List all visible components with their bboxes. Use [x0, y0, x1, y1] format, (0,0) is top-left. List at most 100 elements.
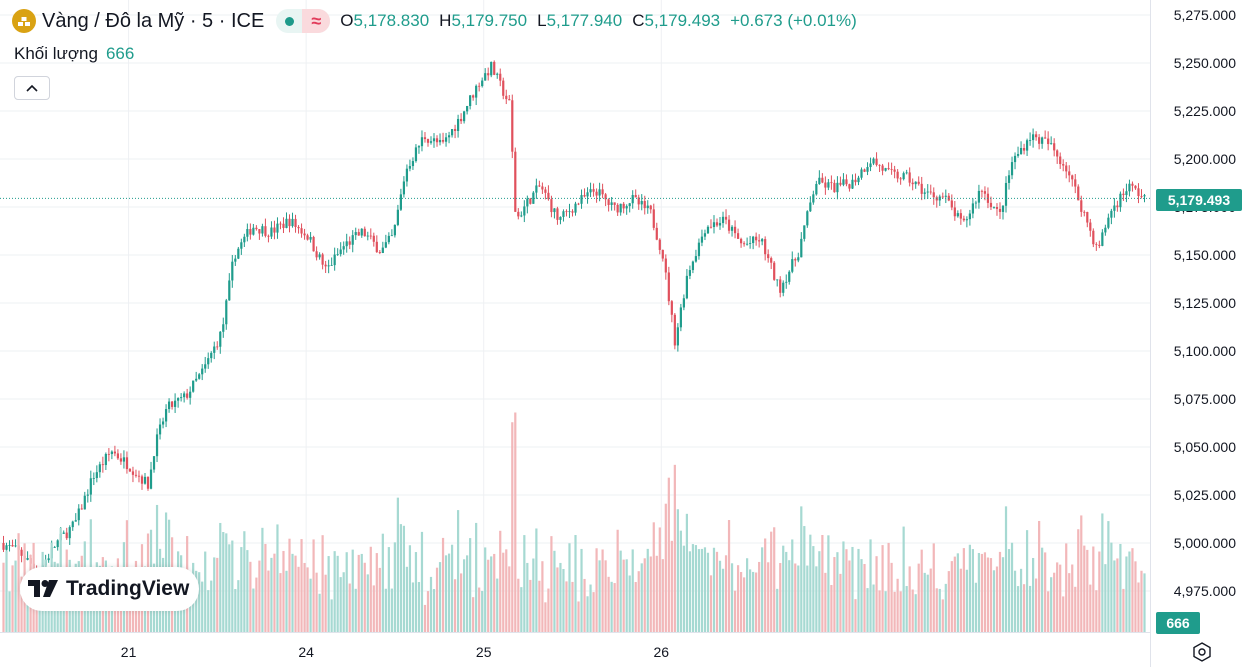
- candle-body: [285, 218, 288, 228]
- candle-body: [962, 218, 965, 221]
- y-tick-label: 5,275.000: [1174, 7, 1236, 23]
- volume-bar: [752, 571, 755, 632]
- candle-body: [152, 456, 156, 470]
- candle-body: [447, 135, 451, 138]
- candle-body: [1032, 134, 1035, 141]
- volume-bar: [646, 548, 649, 632]
- candle-body: [137, 475, 141, 477]
- volume-bar: [1110, 542, 1113, 632]
- volume-bar: [228, 544, 231, 632]
- candle-body: [315, 251, 318, 258]
- volume-bar: [788, 560, 791, 632]
- candle-body: [866, 167, 869, 172]
- volume-bar: [616, 529, 619, 632]
- volume-bar: [1116, 558, 1119, 632]
- candle-body: [475, 85, 478, 98]
- market-status-pill[interactable]: ≈: [276, 9, 331, 33]
- volume-bar: [941, 599, 944, 632]
- candle-body: [119, 458, 123, 462]
- candle-body: [721, 216, 725, 224]
- candle-body: [995, 207, 999, 209]
- candle-body: [568, 211, 571, 213]
- candle-body: [625, 206, 628, 209]
- gear-icon[interactable]: [1191, 641, 1213, 663]
- candle-body: [363, 228, 366, 237]
- candle-body: [688, 270, 692, 276]
- y-tick-label: 5,000.000: [1174, 535, 1236, 551]
- candle-body: [779, 279, 782, 293]
- volume-bar: [1019, 568, 1023, 632]
- candle-body: [836, 182, 839, 193]
- candle-body: [164, 409, 168, 422]
- candle-body: [776, 279, 779, 281]
- volume-bar: [688, 551, 692, 632]
- volume-bar: [1107, 521, 1110, 632]
- tradingview-badge[interactable]: TradingView: [20, 567, 200, 611]
- volume-bar: [1125, 556, 1128, 632]
- gold-bars-icon[interactable]: [12, 9, 36, 33]
- volume-bar: [721, 568, 725, 632]
- candle-body: [800, 238, 803, 258]
- volume-bar: [1032, 557, 1035, 632]
- volume-bar: [429, 576, 433, 632]
- candle-body: [791, 259, 794, 272]
- candle-body: [490, 61, 493, 76]
- candle-body: [399, 194, 402, 210]
- symbol-header: Vàng / Đô la Mỹ · 5 · ICE ≈ O5,178.830 H…: [12, 9, 857, 33]
- candle-body: [911, 182, 914, 185]
- volume-legend[interactable]: Khối lượng 666: [14, 44, 134, 64]
- candle-body: [146, 476, 150, 489]
- candle-body: [192, 380, 195, 392]
- candle-body: [213, 346, 216, 353]
- volume-bar: [736, 565, 740, 632]
- candle-body: [574, 203, 577, 213]
- symbol-title[interactable]: Vàng / Đô la Mỹ · 5 · ICE: [42, 9, 265, 32]
- volume-bar: [405, 566, 409, 632]
- candle-body: [604, 194, 607, 200]
- current-volume-tag: 666: [1156, 612, 1200, 634]
- volume-bar: [586, 596, 589, 632]
- candle-body: [577, 203, 580, 205]
- volume-bar: [806, 565, 809, 632]
- volume-bar: [11, 565, 14, 632]
- volume-bar: [414, 552, 418, 632]
- volume-bar: [1098, 551, 1101, 632]
- candle-body: [116, 453, 120, 459]
- volume-bar: [691, 544, 695, 632]
- volume-bar: [592, 592, 595, 632]
- candle-body: [839, 182, 842, 185]
- candle-body: [101, 464, 104, 466]
- volume-bar: [267, 570, 270, 632]
- candle-body: [571, 211, 574, 213]
- volume-bar: [761, 547, 764, 632]
- collapse-legend-button[interactable]: [14, 76, 50, 100]
- candle-body: [583, 195, 586, 197]
- candle-body: [532, 192, 535, 204]
- volume-bar: [562, 568, 565, 632]
- volume-bar: [128, 599, 132, 632]
- candle-body: [158, 424, 162, 435]
- volume-bar: [749, 569, 752, 632]
- candle-body: [517, 211, 520, 217]
- y-tick-label: 5,125.000: [1174, 295, 1236, 311]
- volume-bar: [730, 563, 734, 632]
- volume-bar: [131, 591, 135, 632]
- candle-body: [210, 352, 213, 359]
- candle-body: [478, 85, 481, 87]
- candle-body: [989, 202, 993, 208]
- volume-bar: [234, 589, 237, 632]
- volume-bar: [1113, 560, 1116, 632]
- candle-body: [450, 129, 454, 136]
- volume-bar: [989, 558, 993, 632]
- volume-bar: [384, 588, 387, 632]
- candle-body: [914, 181, 917, 185]
- volume-bar: [246, 550, 249, 632]
- candle-body: [691, 261, 695, 271]
- candle-body: [1134, 185, 1137, 189]
- volume-bar: [848, 560, 851, 632]
- volume-bar: [20, 576, 23, 632]
- chevron-up-icon: [26, 84, 38, 92]
- candle-body: [1125, 191, 1128, 196]
- candle-body: [950, 200, 953, 208]
